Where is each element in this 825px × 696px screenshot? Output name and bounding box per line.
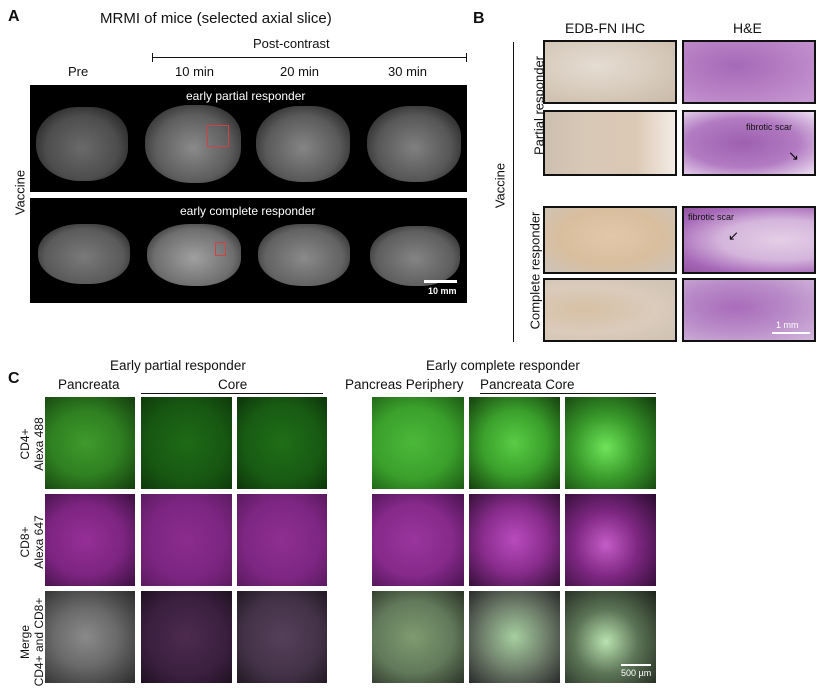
col-label-he: H&E	[733, 20, 762, 36]
annotation-fibrotic-2: fibrotic scar	[688, 212, 735, 222]
roi-box-2	[215, 242, 226, 256]
right-core-bracket	[480, 393, 656, 394]
he-partial-1	[682, 40, 816, 104]
mri-row-partial: early partial responder	[30, 85, 467, 192]
panel-a-title: MRMI of mice (selected axial slice)	[100, 10, 332, 27]
ihc-partial-2	[543, 110, 677, 176]
bracket-tick-right	[466, 53, 467, 62]
row2-label: early complete responder	[180, 204, 316, 218]
mri-slice-10min	[145, 105, 241, 183]
row-label-cd8-line1: CD8+	[18, 526, 32, 558]
fl-right-merge-1	[372, 591, 464, 683]
he-complete-2: 1 mm	[682, 278, 816, 342]
panel-b-group-label: Vaccine	[492, 162, 508, 209]
row-label-merge: Merge CD4+ and CD8+	[18, 588, 46, 696]
row-group-complete: Complete responder	[527, 211, 543, 330]
fl-left-cd4-2	[141, 397, 232, 489]
ihc-partial-1	[543, 40, 677, 104]
right-title: Early complete responder	[426, 358, 580, 373]
fl-scale-bar	[621, 664, 651, 666]
panel-b-bracket	[513, 42, 514, 342]
fl-left-cd8-3	[237, 494, 327, 586]
fl-left-merge-2	[141, 591, 232, 683]
left-col-core: Core	[218, 377, 248, 392]
panel-b-letter: B	[473, 10, 485, 27]
mri-scale-label: 10 mm	[428, 286, 457, 296]
fl-right-cd8-1	[372, 494, 464, 586]
ihc-complete-2	[543, 278, 677, 342]
arrow-icon-2: ↙	[728, 228, 739, 243]
left-title: Early partial responder	[110, 358, 246, 373]
post-contrast-bracket	[152, 57, 467, 58]
row-label-cd4: CD4+ Alexa 488	[18, 404, 46, 484]
mri-slice-30min	[367, 106, 461, 182]
left-col-pancreata: Pancreata	[58, 377, 120, 392]
row-label-cd4-line1: CD4+	[18, 428, 32, 460]
mri-slice-10min-2	[147, 224, 241, 286]
he-scale-label: 1 mm	[776, 320, 799, 330]
col-label-pre: Pre	[68, 64, 89, 79]
mri-slice-pre-2	[38, 224, 130, 284]
fl-left-merge-1	[45, 591, 135, 683]
panel-c-letter: C	[8, 370, 20, 387]
fl-left-cd4-1	[45, 397, 135, 489]
fl-right-cd4-3	[565, 397, 656, 489]
roi-box	[207, 125, 229, 147]
panel-a-group-label: Vaccine	[12, 169, 28, 216]
panel-a-letter: A	[8, 8, 20, 25]
col-label-30min: 30 min	[388, 64, 428, 79]
he-partial-2: fibrotic scar ↘	[682, 110, 816, 176]
fl-right-merge-2	[469, 591, 560, 683]
fl-right-cd4-2	[469, 397, 560, 489]
fl-right-merge-3: 500 µm	[565, 591, 656, 683]
bracket-tick-left	[152, 53, 153, 62]
mri-slice-20min-2	[258, 224, 350, 286]
row-label-merge-line1: Merge	[18, 625, 32, 660]
mri-row-complete: early complete responder 10 mm	[30, 198, 467, 303]
row1-label: early partial responder	[186, 89, 306, 103]
col-label-10min: 10 min	[175, 64, 215, 79]
he-complete-1: fibrotic scar ↙	[682, 206, 816, 274]
col-label-ihc: EDB-FN IHC	[565, 20, 646, 36]
fl-right-cd8-2	[469, 494, 560, 586]
fl-scale-label: 500 µm	[621, 668, 652, 678]
left-core-bracket	[141, 393, 323, 394]
fl-left-merge-3	[237, 591, 327, 683]
mri-slice-pre	[36, 107, 128, 181]
right-col-periphery: Pancreas Periphery	[345, 377, 464, 392]
fl-left-cd4-3	[237, 397, 327, 489]
mri-scale-bar	[424, 280, 457, 283]
row-label-cd8-line2: Alexa 647	[32, 515, 46, 569]
fl-left-cd8-1	[45, 494, 135, 586]
he-scale-bar	[772, 332, 810, 334]
mri-slice-30min-2	[370, 226, 460, 286]
arrow-icon-1: ↘	[788, 148, 799, 163]
fl-left-cd8-2	[141, 494, 232, 586]
col-label-20min: 20 min	[280, 64, 320, 79]
row-label-merge-line2: CD4+ and CD8+	[32, 597, 46, 687]
fl-right-cd4-1	[372, 397, 464, 489]
mri-slice-20min	[256, 106, 350, 182]
row-label-cd8: CD8+ Alexa 647	[18, 502, 46, 582]
row-label-cd4-line2: Alexa 488	[32, 417, 46, 471]
ihc-complete-1	[543, 206, 677, 274]
right-col-core: Pancreata Core	[480, 377, 575, 392]
annotation-fibrotic-1: fibrotic scar	[746, 122, 793, 132]
fl-right-cd8-3	[565, 494, 656, 586]
post-contrast-label: Post-contrast	[253, 36, 330, 51]
